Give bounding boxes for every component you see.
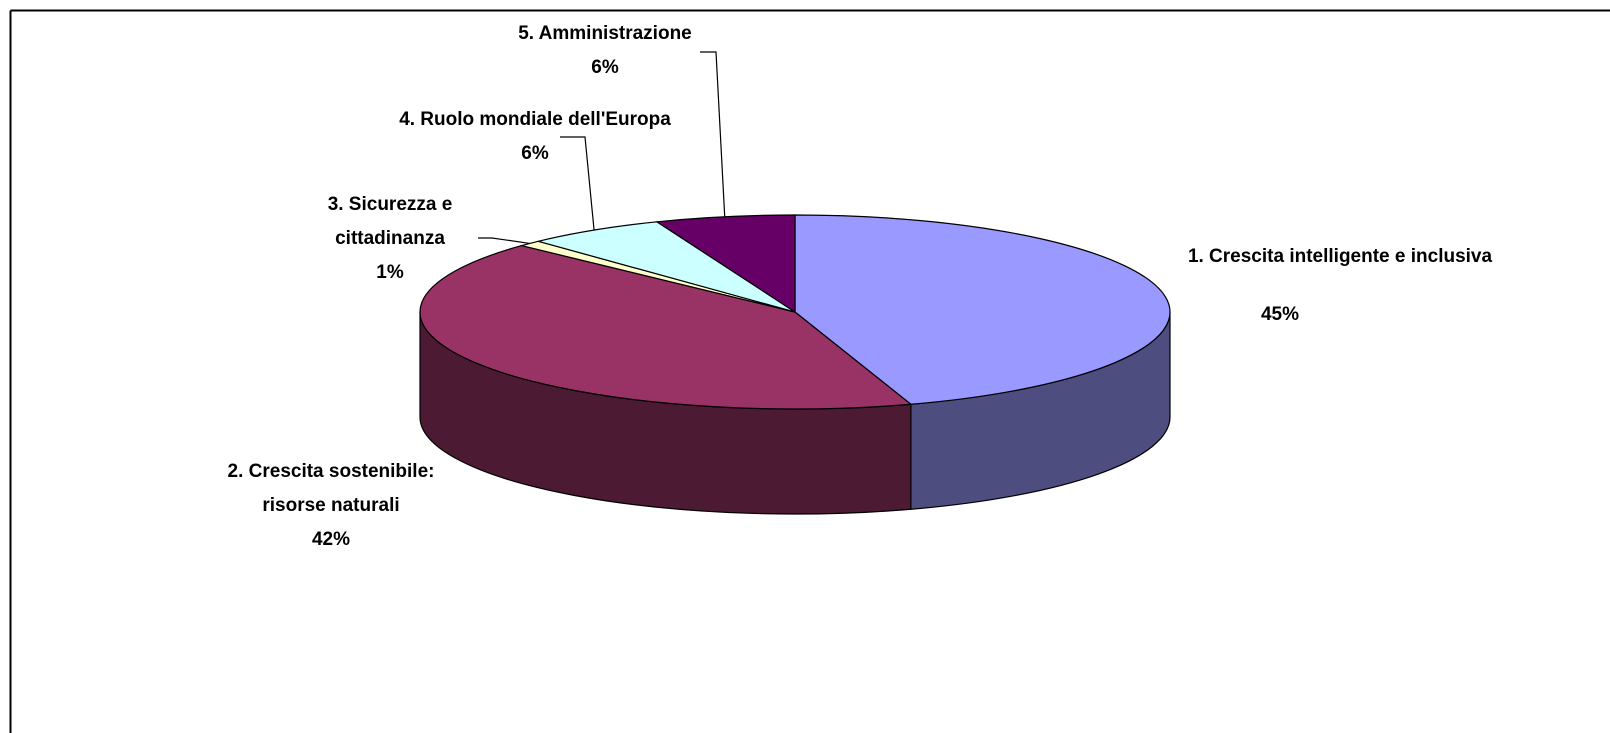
value-label: 6%	[521, 143, 549, 164]
value-label: 6%	[591, 57, 619, 78]
leader-line	[478, 237, 530, 245]
slice	[655, 214, 796, 314]
value-label: 1%	[376, 262, 404, 283]
slice-label: 2. Crescita sostenibile: risorse natural…	[195, 455, 467, 557]
leader-line	[700, 51, 726, 217]
category-label: 2. Crescita sostenibile: risorse natural…	[227, 461, 435, 516]
slice-label: 3. Sicurezza e cittadinanza 1%	[305, 188, 475, 290]
slice	[794, 214, 1171, 405]
value-label: 42%	[311, 529, 351, 550]
category-label: 4. Ruolo mondiale dell'Europa	[399, 109, 671, 130]
category-label: 3. Sicurezza e cittadinanza	[327, 194, 453, 249]
category-label: 5. Amministrazione	[518, 23, 692, 44]
slice	[535, 221, 796, 313]
slice	[419, 244, 913, 410]
slice-label: 4. Ruolo mondiale dell'Europa 6%	[350, 103, 720, 171]
slice-label: 1. Crescita intelligente e inclusiva 45%	[1120, 240, 1560, 332]
category-label: 1. Crescita intelligente e inclusiva	[1187, 246, 1493, 267]
leader-line	[560, 136, 595, 231]
value-label: 45%	[1260, 304, 1300, 325]
slice-label: 5. Amministrazione 6%	[480, 17, 730, 85]
